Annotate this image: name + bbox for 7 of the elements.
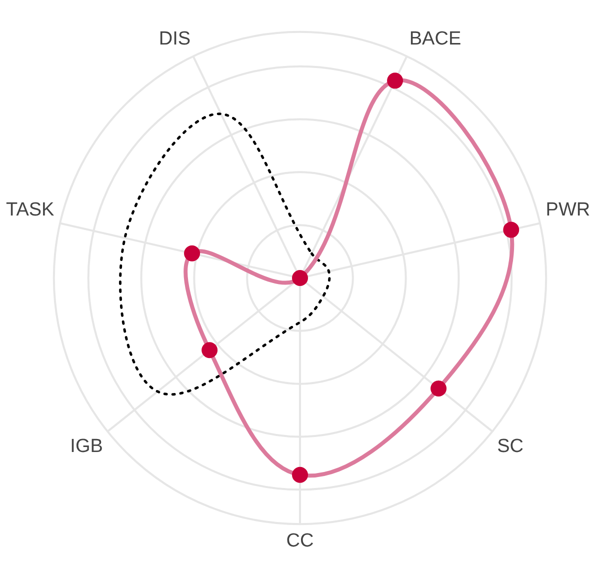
spoke-label: DIS	[158, 28, 191, 50]
spoke-label: BACE	[409, 28, 462, 50]
spoke-label: SC	[497, 436, 524, 457]
spoke-label: PWR	[546, 200, 590, 221]
spoke-label: CC	[286, 530, 314, 552]
spoke-label: TASK	[6, 200, 55, 221]
spoke-label: IGB	[70, 436, 103, 457]
